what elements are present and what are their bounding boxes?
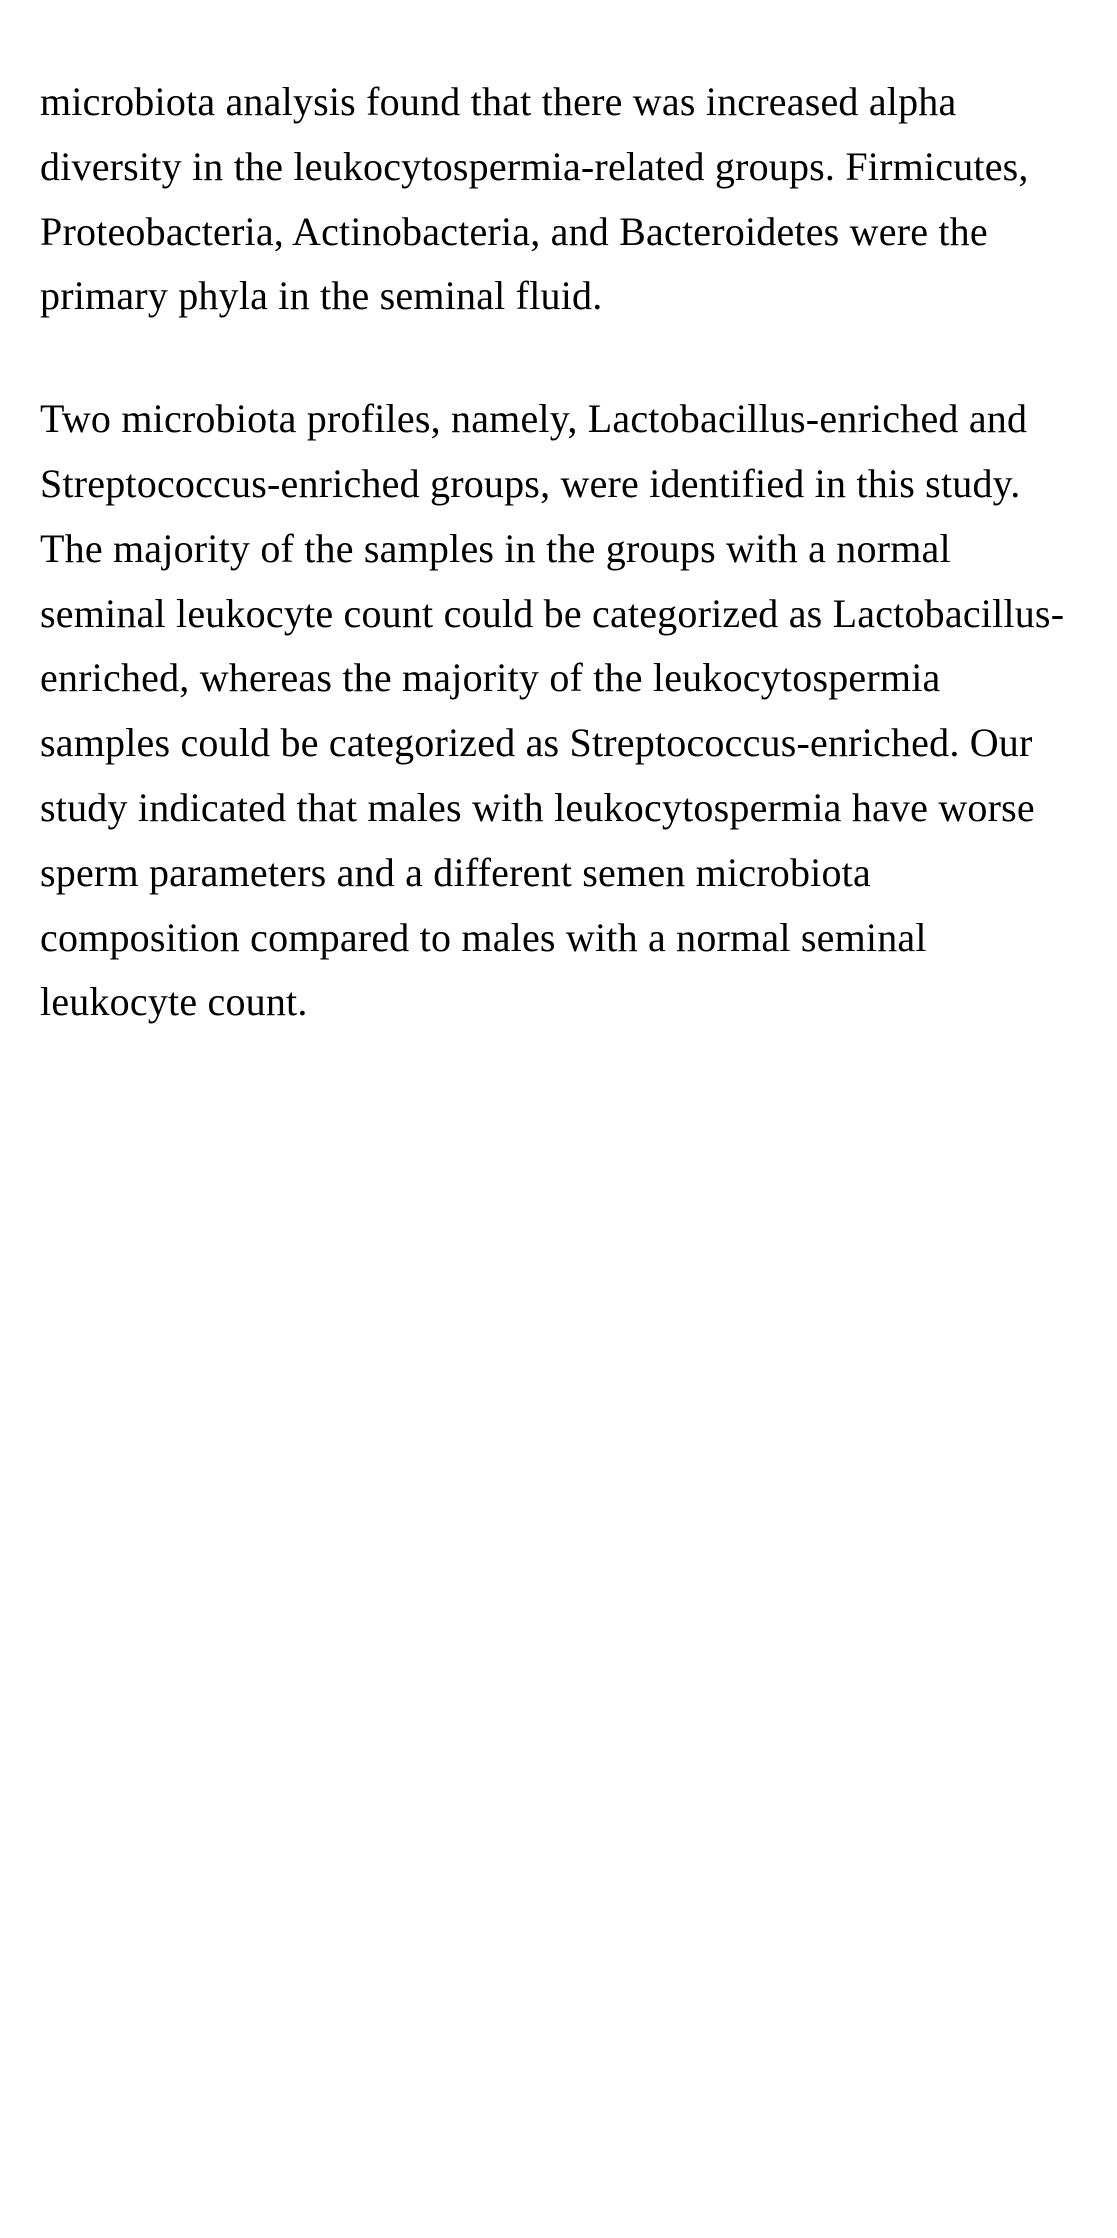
- body-paragraph: microbiota analysis found that there was…: [40, 70, 1077, 329]
- body-paragraph: Two microbiota profiles, namely, Lactoba…: [40, 387, 1077, 1035]
